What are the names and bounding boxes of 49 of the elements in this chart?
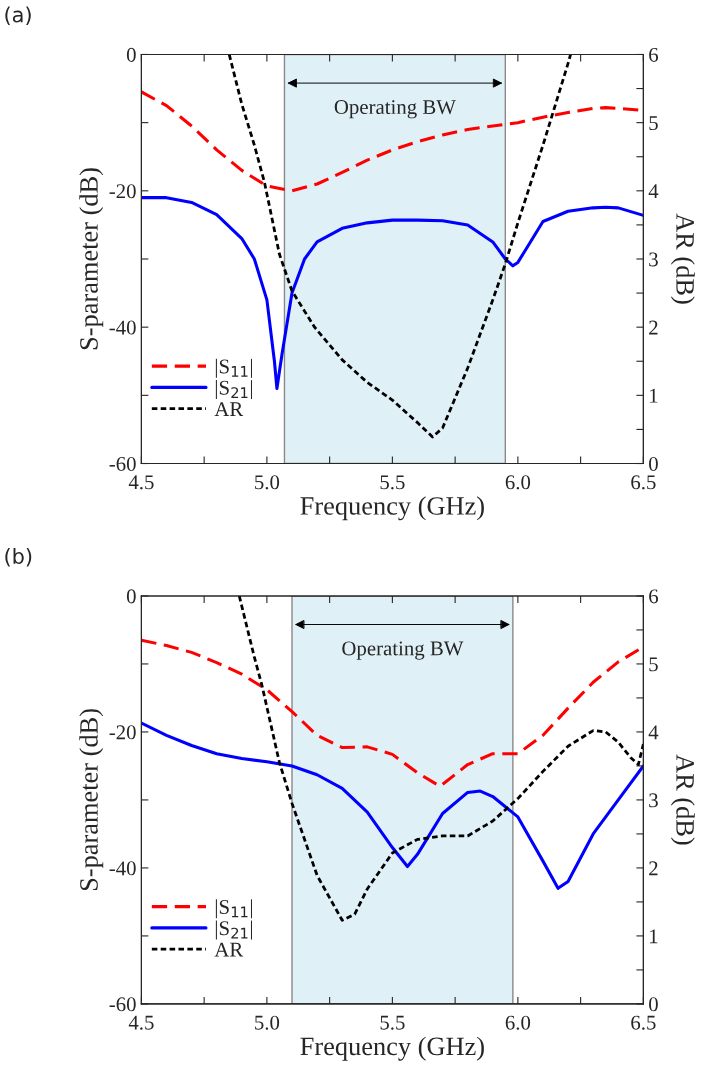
y-tick-label: -20: [109, 725, 136, 740]
y2-tick-label: 4: [648, 184, 659, 199]
x-tick-label: 6.5: [631, 1015, 656, 1030]
x-tick-label: 6.5: [631, 475, 656, 490]
legend-label: |S$_{21}$|: [215, 920, 252, 940]
y2-tick-label: 1: [650, 929, 658, 944]
chart-title: (b): [5, 547, 32, 567]
y-tick-label: 0: [126, 589, 136, 604]
legend-label: AR: [214, 402, 244, 416]
y2-tick-label: 3: [649, 252, 658, 267]
x-axis-title: Frequency (GHz): [300, 496, 484, 521]
y2-tick-label: 1: [650, 388, 658, 403]
legend-label: |S$_{11}$|: [215, 899, 252, 919]
y-axis-title: S-parameter (dB): [79, 168, 104, 350]
line-series: [141, 721, 644, 890]
band-label: Operating BW: [334, 100, 456, 119]
y-tick-label: -20: [109, 184, 136, 199]
x-tick-label: 4.5: [128, 475, 154, 490]
x-tick-label: 6.0: [505, 1015, 531, 1030]
y-tick-label: -40: [109, 861, 136, 876]
y2-tick-label: 0: [649, 997, 658, 1012]
y2-tick-label: 0: [649, 456, 658, 471]
chart-title: (a): [5, 6, 31, 25]
y2-tick-label: 5: [649, 657, 658, 672]
y2-tick-label: 6: [649, 47, 659, 62]
x-axis-title: Frequency (GHz): [300, 1036, 484, 1061]
legend-label: |S$_{21}$|: [215, 380, 252, 400]
y-tick-label: 0: [126, 47, 136, 62]
text: 5.0: [255, 1015, 280, 1030]
y2-axis-title: AR (dB): [670, 213, 695, 304]
x-tick-label: 6.0: [505, 475, 531, 490]
legend-label: |S$_{11}$|: [215, 358, 252, 378]
y2-tick-label: 2: [649, 320, 658, 335]
y-axis-title: S-parameter (dB): [79, 709, 104, 891]
y2-tick-label: 5: [649, 116, 658, 131]
y-tick-label: -60: [109, 456, 136, 471]
legend-label: AR: [214, 942, 244, 957]
y2-tick-label: 3: [649, 793, 658, 808]
y2-tick-label: 4: [648, 725, 659, 740]
text: 5.0: [255, 475, 280, 490]
x-tick-label: 5.5: [380, 1015, 405, 1030]
y2-axis-title: AR (dB): [670, 754, 695, 845]
band-label: Operating BW: [342, 641, 464, 660]
y-tick-label: -40: [109, 320, 136, 335]
x-tick-label: 5.5: [380, 475, 405, 490]
y-tick-label: -60: [109, 997, 136, 1012]
y2-tick-label: 2: [649, 861, 658, 876]
x-tick-label: 4.5: [128, 1015, 154, 1030]
y2-tick-label: 6: [649, 589, 659, 604]
